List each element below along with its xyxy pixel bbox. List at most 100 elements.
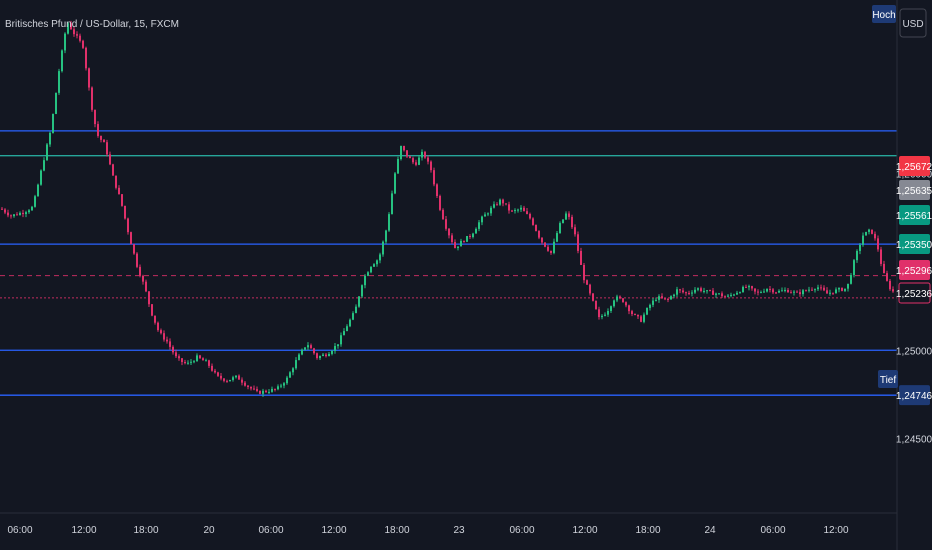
- candle-body-67: [202, 358, 204, 361]
- candle-body-102: [307, 345, 309, 348]
- candle-body-284: [853, 260, 855, 276]
- candle-body-42: [127, 218, 129, 233]
- candle-body-127: [382, 241, 384, 255]
- time-axis[interactable]: 06:00 12:00 18:00 20 06:00 12:00 18:00 23 06:00 1…: [7, 525, 848, 536]
- candle-body-33: [100, 135, 102, 140]
- candle-body-131: [394, 173, 396, 194]
- candle-body-214: [643, 314, 645, 322]
- candle-body-98: [295, 360, 297, 369]
- candle-body-105: [316, 353, 318, 359]
- candle-body-37: [112, 164, 114, 176]
- candle-body-16: [49, 132, 51, 145]
- candle-body-133: [400, 145, 402, 160]
- candle-body-156: [469, 235, 471, 237]
- candle-body-240: [721, 293, 723, 297]
- candle-body-56: [169, 341, 171, 347]
- price-tag-bg-4: [899, 260, 930, 280]
- candle-body-248: [745, 286, 747, 288]
- candle-body-187: [562, 219, 564, 224]
- candle-body-78: [235, 375, 237, 378]
- candle-body-270: [811, 289, 813, 291]
- candle-body-119: [358, 296, 360, 307]
- candle-body-87: [262, 390, 264, 394]
- candle-body-54: [163, 333, 165, 340]
- candle-body-258: [775, 292, 777, 294]
- candle-body-137: [412, 158, 414, 163]
- candle-body-169: [508, 204, 510, 211]
- candle-body-176: [529, 213, 531, 219]
- candle-body-175: [526, 211, 528, 214]
- candle-body-49: [148, 291, 150, 305]
- chart-title: Britisches Pfund / US-Dollar, 15, FXCM: [5, 19, 179, 30]
- candle-body-19: [58, 71, 60, 93]
- low-badge-text: Tief: [880, 375, 897, 386]
- candle-body-293: [880, 249, 882, 264]
- candle-body-276: [829, 292, 831, 294]
- candle-body-114: [343, 331, 345, 336]
- candle-body-18: [55, 92, 57, 114]
- candle-body-73: [220, 375, 222, 379]
- candle-body-239: [718, 293, 720, 295]
- candle-body-255: [766, 288, 768, 292]
- candle-body-5: [16, 214, 18, 216]
- candle-body-82: [247, 385, 249, 387]
- candle-body-288: [865, 231, 867, 236]
- time-tick-label-1: 12:00: [71, 525, 96, 536]
- candle-body-205: [616, 296, 618, 301]
- candle-body-106: [319, 355, 321, 359]
- candle-body-150: [451, 235, 453, 243]
- candle-body-70: [211, 365, 213, 371]
- price-tag-bg-0: [899, 156, 930, 176]
- currency-button[interactable]: USD: [899, 8, 927, 38]
- candle-body-128: [385, 230, 387, 242]
- candle-body-148: [445, 219, 447, 229]
- candle-body-47: [142, 275, 144, 282]
- candle-body-254: [763, 291, 765, 293]
- time-tick-label-5: 12:00: [321, 525, 346, 536]
- candle-body-297: [892, 289, 894, 292]
- candle-body-48: [145, 281, 147, 292]
- candle-body-210: [631, 311, 633, 315]
- candle-body-125: [376, 260, 378, 265]
- candle-body-14: [43, 160, 45, 171]
- currency-button-label: USD: [902, 19, 923, 30]
- candle-body-266: [799, 292, 801, 295]
- candle-body-199: [598, 309, 600, 318]
- candle-body-122: [367, 272, 369, 276]
- candle-body-289: [868, 229, 870, 232]
- candle-body-200: [601, 315, 603, 318]
- candle-body-108: [325, 354, 327, 357]
- time-tick-label-0: 06:00: [7, 525, 32, 536]
- candle-body-271: [814, 289, 816, 291]
- candle-body-53: [160, 330, 162, 334]
- candle-body-126: [379, 254, 381, 261]
- candle-body-246: [739, 292, 741, 294]
- candle-body-61: [184, 361, 186, 364]
- candle-body-234: [703, 290, 705, 292]
- candle-body-86: [259, 390, 261, 394]
- candle-body-195: [586, 280, 588, 285]
- candle-body-204: [613, 300, 615, 307]
- candle-body-221: [664, 298, 666, 300]
- candle-body-153: [460, 240, 462, 247]
- time-tick-label-3: 20: [203, 525, 215, 536]
- time-tick-label-11: 24: [704, 525, 716, 536]
- candle-body-147: [442, 209, 444, 220]
- candle-body-265: [796, 291, 798, 293]
- candle-body-177: [532, 218, 534, 225]
- candle-body-89: [268, 391, 270, 393]
- candle-body-173: [520, 207, 522, 210]
- price-tag-text-4: 1,25296: [896, 266, 932, 277]
- candle-body-36: [109, 154, 111, 165]
- candle-body-28: [85, 47, 87, 69]
- candles: [1, 20, 894, 397]
- candle-body-181: [544, 242, 546, 247]
- candle-body-170: [511, 210, 513, 212]
- level-tag-bg-0: [899, 385, 930, 406]
- candle-body-220: [661, 296, 663, 299]
- candle-body-279: [838, 287, 840, 290]
- candle-body-164: [493, 204, 495, 208]
- candle-body-171: [514, 210, 516, 212]
- candle-body-208: [625, 302, 627, 306]
